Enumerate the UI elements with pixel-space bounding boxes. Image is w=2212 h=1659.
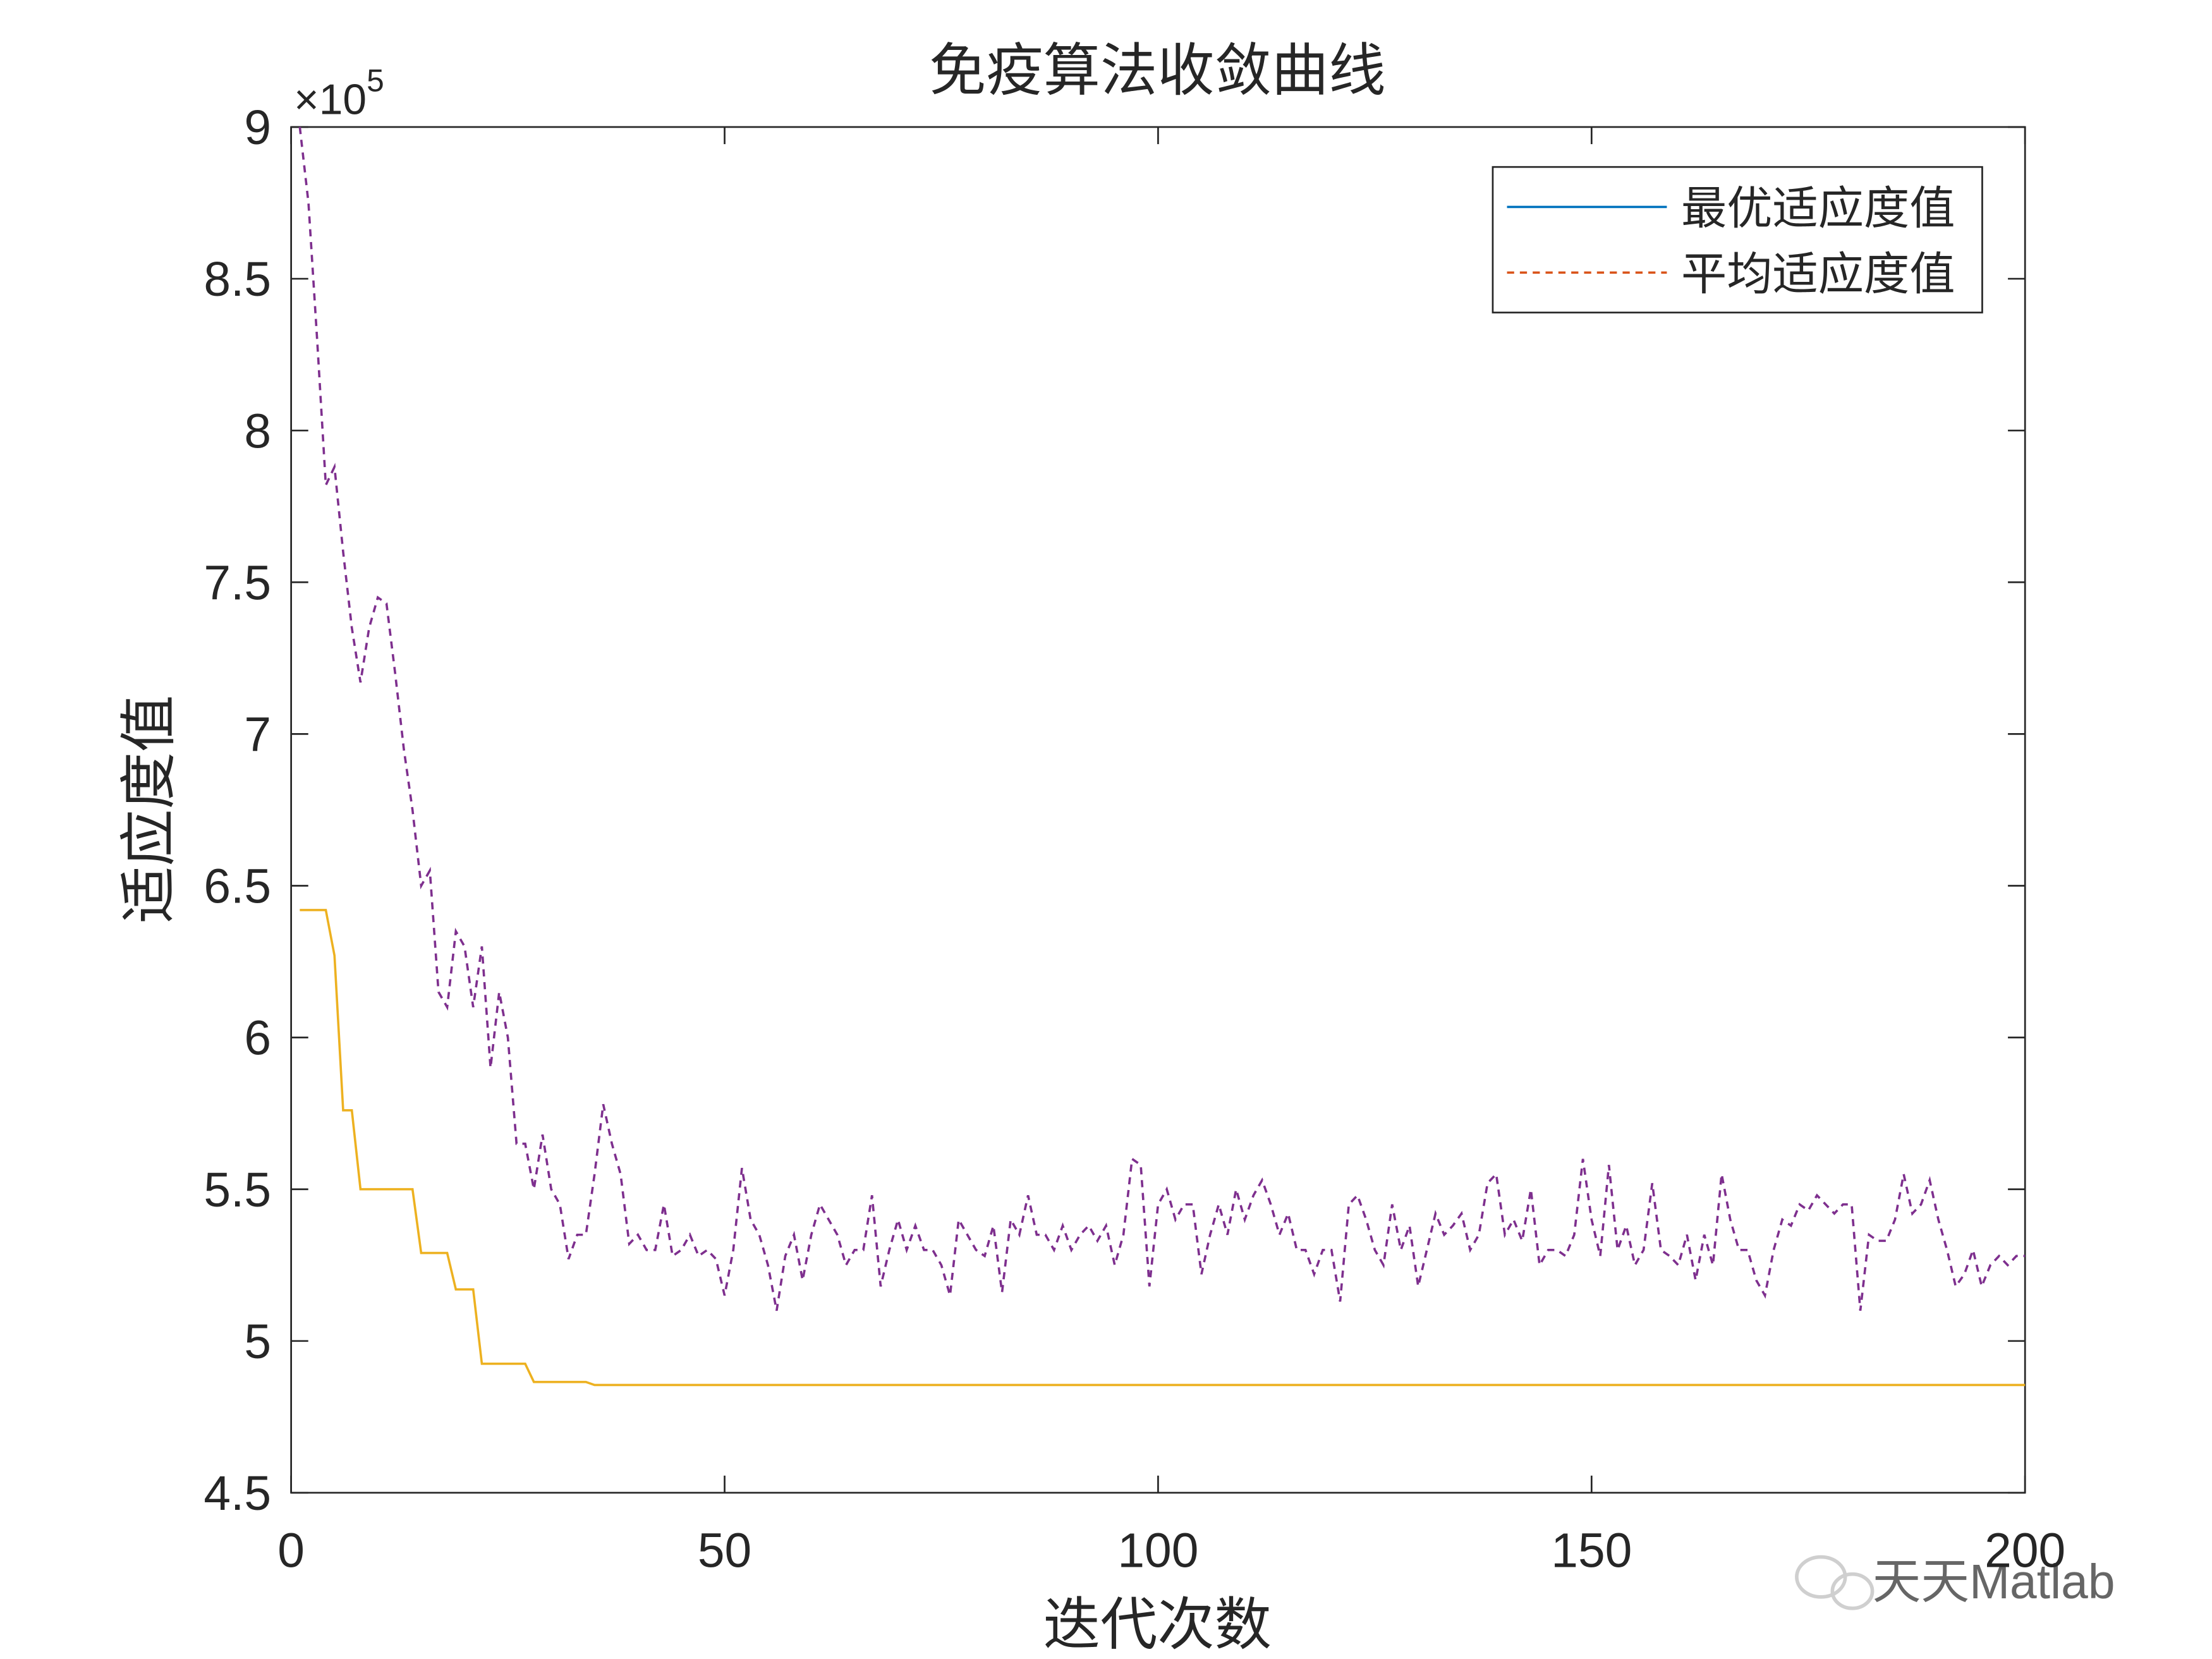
y-tick-label: 7.5 [204, 556, 271, 610]
plot-area: 0 50 100 150 200 4.5 5 5.5 6 6.5 7 7.5 8 8.5 9 最优适应度值平均… [204, 101, 2065, 1577]
y-tick-label: 4.5 [204, 1467, 271, 1521]
y-tick-label: 8.5 [204, 253, 271, 307]
series-line [300, 909, 2026, 1387]
axes-box [290, 126, 2026, 1494]
x-tick-label: 0 [277, 1524, 305, 1577]
y-exponent-power: 5 [367, 63, 384, 99]
y-tick-label: 6.5 [204, 860, 271, 914]
y-tick-label: 7 [244, 708, 271, 762]
y-tick-label: 5 [244, 1315, 271, 1369]
y-axis-label: 适应度值 [117, 695, 181, 923]
legend-label: 最优适应度值 [1681, 184, 1955, 234]
watermark: 天天Matlab [1873, 1555, 2115, 1609]
x-axis-label: 迭代次数 [1043, 1593, 1272, 1656]
y-tick-label: 9 [244, 101, 271, 155]
legend-label: 平均适应度值 [1681, 249, 1955, 300]
x-tick-label: 150 [1551, 1524, 1632, 1577]
chart-title: 免疫算法收敛曲线 [929, 39, 1386, 102]
x-tick-label: 100 [1117, 1524, 1198, 1577]
x-tick-label: 200 [1984, 1524, 2065, 1577]
y-exponent-base: ×10 [294, 76, 367, 124]
series-line [298, 126, 2026, 1311]
legend-box [1492, 166, 1983, 313]
y-tick-label: 8 [244, 404, 271, 458]
y-tick-label: 5.5 [204, 1164, 271, 1217]
y-exponent: ×105 [294, 63, 384, 124]
x-tick-label: 50 [698, 1524, 751, 1577]
y-tick-label: 6 [244, 1012, 271, 1066]
watermark-icon [1795, 1555, 1875, 1610]
